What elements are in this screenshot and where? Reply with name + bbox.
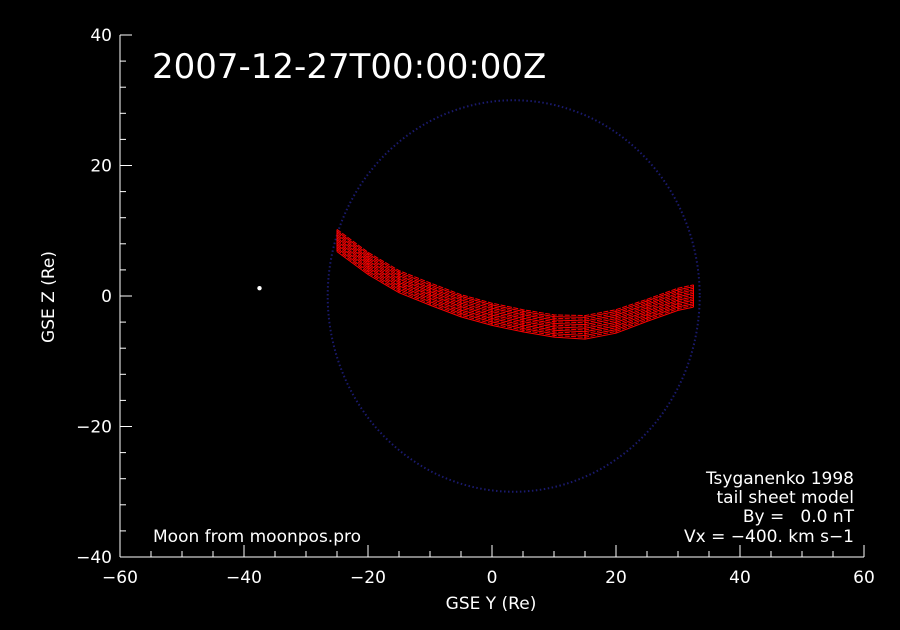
- boundary-layer: [326, 99, 701, 493]
- model-name-line2: tail sheet model: [717, 488, 855, 508]
- x-tick-label: −40: [226, 568, 262, 588]
- x-tick-label: 40: [729, 568, 751, 588]
- x-tick-label: 20: [605, 568, 627, 588]
- moon-marker: [257, 285, 262, 291]
- y-tick-label: 40: [90, 26, 112, 46]
- x-tick-label: −20: [350, 568, 386, 588]
- magnetopause-boundary-circle: [326, 99, 701, 493]
- x-tick-label: 0: [487, 568, 498, 588]
- model-name-line1: Tsyganenko 1998: [705, 469, 854, 489]
- moon-layer: [257, 285, 262, 291]
- y-tick-label: 0: [101, 287, 112, 307]
- x-axis-label: GSE Y (Re): [446, 594, 537, 614]
- axes-layer: [119, 34, 865, 558]
- chart-title: 2007-12-27T00:00:00Z: [152, 47, 546, 87]
- y-tick-label: −20: [76, 418, 112, 438]
- x-tick-label: 60: [853, 568, 875, 588]
- moon-source-note: Moon from moonpos.pro: [153, 527, 361, 547]
- x-tick-label: −60: [102, 568, 138, 588]
- model-by-line: By = 0.0 nT: [743, 507, 855, 527]
- model-vx-line: Vx = −400. km s−1: [684, 527, 854, 547]
- y-tick-label: 20: [90, 157, 112, 177]
- y-axis-label: GSE Z (Re): [39, 251, 59, 343]
- y-tick-label: −40: [76, 548, 112, 568]
- tail-sheet-layer: [336, 228, 694, 340]
